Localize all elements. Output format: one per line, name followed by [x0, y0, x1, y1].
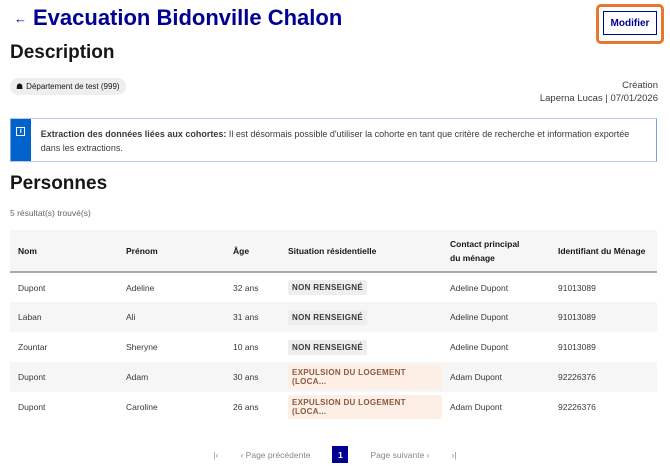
- highlight-box: [596, 4, 664, 44]
- cell-situation: NON RENSEIGNÉ: [280, 272, 442, 302]
- next-page-button[interactable]: Page suivante ›: [370, 449, 430, 460]
- first-page-button[interactable]: |‹: [213, 449, 219, 460]
- info-notice: i Extraction des données liées aux cohor…: [10, 118, 657, 162]
- column-header: Âge: [233, 245, 250, 256]
- info-icon: i: [16, 127, 26, 136]
- results-count: 5 résultat(s) trouvé(s): [10, 208, 91, 218]
- cell-age: 26 ans: [233, 402, 259, 412]
- cell-id: 91013089: [558, 312, 596, 322]
- cell-nom: Laban: [18, 312, 42, 322]
- situation-badge: EXPULSION DU LOGEMENT (LOCA...: [288, 395, 442, 419]
- cell-situation: EXPULSION DU LOGEMENT (LOCA...: [280, 362, 442, 392]
- cell-id: 92226376: [558, 372, 596, 382]
- title-text: Evacuation Bidonville Chalon: [33, 5, 343, 30]
- table-row[interactable]: Dupont Adam 30 ans EXPULSION DU LOGEMENT (L…: [10, 362, 657, 392]
- table-row[interactable]: Dupont Adeline 32 ans NON RENSEIGNÉ Adeline …: [10, 272, 657, 302]
- cell-age: 31 ans: [233, 312, 259, 322]
- column-header: Identifiant du Ménage: [558, 245, 646, 256]
- table-row[interactable]: Laban Ali 31 ans NON RENSEIGNÉ Adeline Dupon…: [10, 302, 657, 332]
- cell-prenom: Sheryne: [126, 342, 158, 352]
- department-badge: ☗ Département de test (999): [10, 78, 126, 95]
- map-icon: ☗: [16, 82, 24, 91]
- cell-prenom: Ali: [126, 312, 136, 322]
- cell-id: 92226376: [558, 402, 596, 412]
- cell-contact: Adeline Dupont: [450, 342, 509, 352]
- cell-contact: Adeline Dupont: [450, 312, 509, 322]
- cell-situation: NON RENSEIGNÉ: [280, 302, 442, 332]
- persons-heading: Personnes: [10, 173, 108, 194]
- pagination: |‹ ‹ Page précédente 1 Page suivante › ›…: [0, 446, 670, 463]
- cell-contact: Adam Dupont: [450, 402, 502, 412]
- situation-badge: NON RENSEIGNÉ: [288, 309, 368, 325]
- persons-table: Nom Prénom Âge Situation résidentielle Conta…: [10, 230, 657, 422]
- cell-age: 10 ans: [233, 342, 259, 352]
- column-header: Prénom: [126, 245, 158, 256]
- creation-info: Création Laperna Lucas | 07/01/2026: [539, 80, 658, 104]
- column-header: Situation résidentielle: [288, 245, 377, 256]
- modifier-button[interactable]: Modifier: [603, 11, 657, 35]
- current-page[interactable]: 1: [332, 446, 349, 463]
- cell-prenom: Adam: [126, 372, 149, 382]
- cell-prenom: Caroline: [126, 402, 158, 412]
- cell-nom: Dupont: [18, 402, 46, 412]
- situation-badge: EXPULSION DU LOGEMENT (LOCA...: [288, 365, 442, 389]
- cell-id: 91013089: [558, 342, 596, 352]
- cell-contact: Adeline Dupont: [450, 282, 509, 293]
- table-row[interactable]: Dupont Caroline 26 ans EXPULSION DU LOGEMEN…: [10, 392, 657, 422]
- cell-id: 91013089: [558, 282, 596, 293]
- column-header: Contact principal du ménage: [450, 238, 520, 263]
- cell-nom: Dupont: [18, 372, 46, 382]
- cell-contact: Adam Dupont: [450, 372, 502, 382]
- description-heading: Description: [10, 42, 115, 63]
- situation-badge: NON RENSEIGNÉ: [288, 280, 368, 295]
- last-page-button[interactable]: ›|: [451, 449, 457, 460]
- previous-page-button[interactable]: ‹ Page précédente: [240, 449, 311, 460]
- cell-age: 32 ans: [233, 282, 259, 293]
- cell-situation: NON RENSEIGNÉ: [280, 332, 442, 362]
- page-title: ← Evacuation Bidonville Chalon: [14, 5, 342, 31]
- back-arrow-icon[interactable]: ←: [14, 10, 27, 26]
- table-row[interactable]: Zountar Sheryne 10 ans NON RENSEIGNÉ Adeline…: [10, 332, 657, 362]
- column-header: Nom: [18, 245, 37, 256]
- situation-badge: NON RENSEIGNÉ: [288, 339, 368, 355]
- cell-nom: Zountar: [18, 342, 48, 352]
- cell-nom: Dupont: [18, 282, 46, 293]
- cell-age: 30 ans: [233, 372, 259, 382]
- cell-prenom: Adeline: [126, 282, 155, 293]
- cell-situation: EXPULSION DU LOGEMENT (LOCA...: [280, 392, 442, 422]
